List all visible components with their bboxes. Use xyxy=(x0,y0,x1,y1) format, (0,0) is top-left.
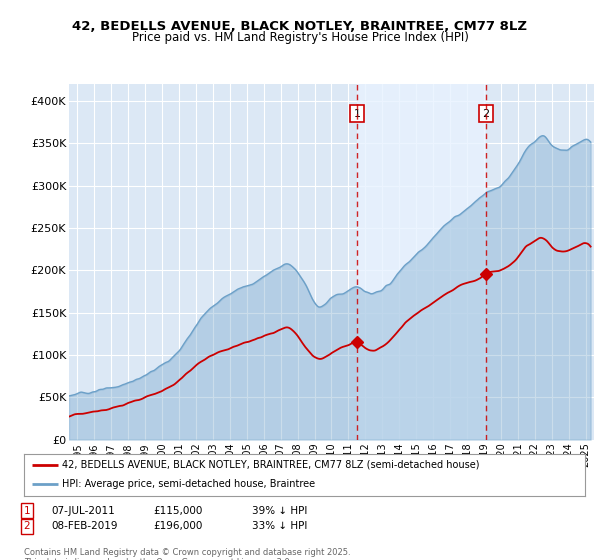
Text: 42, BEDELLS AVENUE, BLACK NOTLEY, BRAINTREE, CM77 8LZ: 42, BEDELLS AVENUE, BLACK NOTLEY, BRAINT… xyxy=(73,20,527,33)
Text: 1: 1 xyxy=(23,506,31,516)
Text: 1: 1 xyxy=(353,109,361,119)
Text: 33% ↓ HPI: 33% ↓ HPI xyxy=(252,521,307,531)
Text: £115,000: £115,000 xyxy=(153,506,202,516)
Text: 39% ↓ HPI: 39% ↓ HPI xyxy=(252,506,307,516)
Text: Price paid vs. HM Land Registry's House Price Index (HPI): Price paid vs. HM Land Registry's House … xyxy=(131,31,469,44)
Text: 08-FEB-2019: 08-FEB-2019 xyxy=(51,521,118,531)
Text: 2: 2 xyxy=(482,109,489,119)
Text: 07-JUL-2011: 07-JUL-2011 xyxy=(51,506,115,516)
Bar xyxy=(357,84,485,440)
Text: £196,000: £196,000 xyxy=(153,521,202,531)
Text: 42, BEDELLS AVENUE, BLACK NOTLEY, BRAINTREE, CM77 8LZ (semi-detached house): 42, BEDELLS AVENUE, BLACK NOTLEY, BRAINT… xyxy=(62,460,479,470)
Text: HPI: Average price, semi-detached house, Braintree: HPI: Average price, semi-detached house,… xyxy=(62,479,315,489)
Text: 2: 2 xyxy=(23,521,31,531)
Text: Contains HM Land Registry data © Crown copyright and database right 2025.
This d: Contains HM Land Registry data © Crown c… xyxy=(24,548,350,560)
